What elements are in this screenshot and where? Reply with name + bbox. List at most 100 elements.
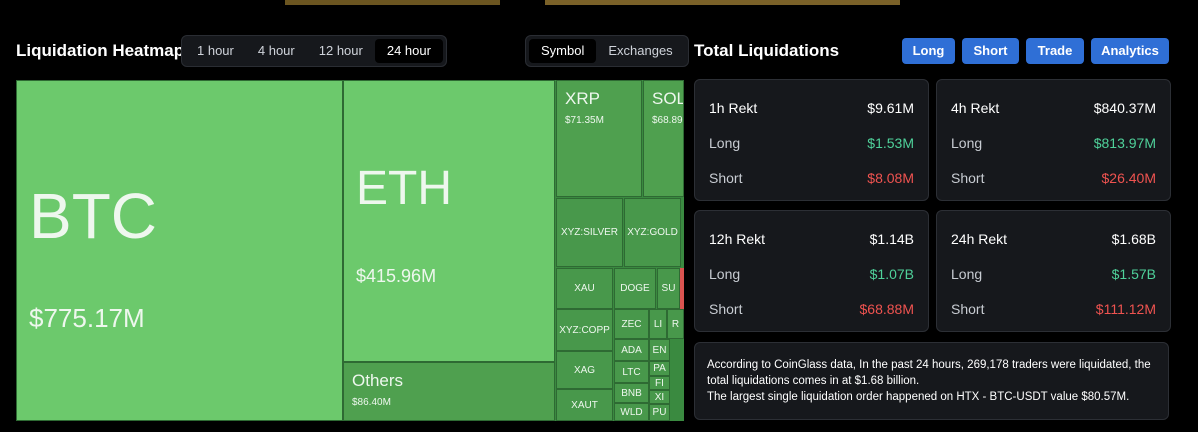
action-button[interactable]: Short (962, 38, 1019, 64)
treemap-cell[interactable]: ETH $415.96M (343, 80, 555, 362)
treemap-cell[interactable]: XYZ:GOLD (624, 198, 681, 267)
cell-label: BNB (621, 387, 642, 399)
treemap-cell[interactable]: SOL $68.89 (643, 80, 684, 197)
card-row: Long $1.57B (951, 266, 1156, 282)
cell-label: XYZ:SILVER (560, 227, 619, 238)
card-row: 12h Rekt $1.14B (709, 231, 914, 247)
cell-label: XYZ:COPP (559, 324, 610, 336)
cell-label: LI (653, 318, 663, 330)
row-label: 4h Rekt (951, 100, 1000, 116)
row-value: $68.88M (859, 301, 914, 317)
cell-label: BTC (29, 180, 157, 252)
treemap-cell[interactable]: XI (649, 390, 670, 404)
row-value: $1.57B (1111, 266, 1156, 282)
row-label: Short (709, 301, 743, 317)
treemap-cell[interactable]: LTC (614, 361, 649, 383)
row-label: Short (709, 170, 743, 186)
row-label: 24h Rekt (951, 231, 1008, 247)
card-row: Long $1.53M (709, 135, 914, 151)
cell-label: EN (652, 344, 667, 356)
treemap-cell[interactable]: BTC $775.17M (16, 80, 343, 421)
row-label: Short (951, 301, 985, 317)
treemap-cell[interactable]: LI (649, 309, 667, 339)
time-tab[interactable]: 24 hour (374, 39, 443, 63)
treemap-cell[interactable]: XRP $71.35M (556, 80, 642, 197)
cell-label: SOL (652, 89, 684, 108)
rekt-card: 24h Rekt $1.68B Long $1.57B Short $111.12M (936, 210, 1171, 332)
treemap-cell[interactable]: XAUT (556, 389, 613, 421)
cell-label: PU (652, 407, 667, 418)
card-row: Long $1.07B (709, 266, 914, 282)
banner-image (545, 0, 900, 5)
cell-label: WLD (620, 406, 643, 418)
action-button[interactable]: Analytics (1091, 38, 1169, 64)
row-value: $1.68B (1111, 231, 1156, 247)
heatmap-title: Liquidation Heatmap (16, 41, 185, 60)
row-value: $1.14B (869, 231, 914, 247)
cell-label: XAU (574, 283, 595, 294)
cell-value: $775.17M (29, 303, 145, 333)
cell-label: DOGE (620, 283, 650, 294)
rekt-card: 12h Rekt $1.14B Long $1.07B Short $68.88M (694, 210, 929, 332)
view-tab[interactable]: Exchanges (608, 43, 673, 58)
treemap-cell[interactable]: XAG (556, 351, 613, 389)
card-row: Short $8.08M (709, 170, 914, 186)
note-line: total liquidations comes in at $1.68 bil… (707, 375, 920, 387)
time-tab[interactable]: 1 hour (197, 43, 234, 58)
row-label: Long (709, 266, 741, 282)
cell-label: XYZ:GOLD (627, 227, 678, 238)
card-row: 1h Rekt $9.61M (709, 100, 914, 116)
view-tabs: Symbol Exchanges (525, 35, 689, 67)
row-value: $9.61M (867, 100, 914, 116)
row-label: 1h Rekt (709, 100, 758, 116)
cell-label: ZEC (621, 318, 642, 330)
treemap-cell[interactable]: SU (657, 268, 680, 309)
treemap-cell[interactable]: BNB (614, 383, 649, 403)
card-row: Short $26.40M (951, 170, 1156, 186)
time-tab[interactable]: 12 hour (318, 43, 363, 58)
treemap-cell[interactable]: XYZ:SILVER (556, 198, 623, 267)
cell-label: SU (661, 283, 676, 294)
rekt-card: 1h Rekt $9.61M Long $1.53M Short $8.08M (694, 79, 929, 201)
treemap-cell[interactable]: ADA (614, 339, 649, 361)
treemap-cell[interactable]: DOGE (614, 268, 656, 309)
cell-label: Others (352, 371, 404, 390)
view-tab[interactable]: Symbol (529, 39, 597, 63)
cell-label: XI (654, 391, 665, 403)
card-row: Short $68.88M (709, 301, 914, 317)
treemap-cell[interactable]: PA (649, 361, 670, 376)
note-line: The largest single liquidation order hap… (707, 391, 1130, 403)
cell-label: XRP (565, 89, 600, 108)
cell-value: $86.40M (352, 397, 391, 408)
card-row: 24h Rekt $1.68B (951, 231, 1156, 247)
cell-value: $415.96M (356, 266, 437, 286)
treemap-cell[interactable]: WLD (614, 403, 649, 421)
treemap-cell[interactable]: PU (649, 404, 670, 421)
cell-value: $68.89 (652, 115, 683, 126)
row-label: Long (951, 266, 983, 282)
time-tab[interactable]: 4 hour (257, 43, 295, 58)
cell-label: R (671, 318, 680, 330)
treemap-cell[interactable]: XAU (556, 268, 613, 309)
row-label: Long (709, 135, 741, 151)
cell-label: PA (653, 363, 666, 374)
treemap-cell[interactable]: EN (649, 339, 670, 361)
treemap-cell[interactable]: ZEC (614, 309, 649, 339)
treemap: BTC $775.17M ETH $415.96M Others $86.40M XRP $7… (16, 80, 684, 421)
treemap-cell[interactable]: XYZ:COPP (556, 309, 613, 351)
treemap-cell[interactable]: Others $86.40M (343, 362, 555, 421)
row-value: $1.07B (869, 266, 914, 282)
card-row: 4h Rekt $840.37M (951, 100, 1156, 116)
rekt-card: 4h Rekt $840.37M Long $813.97M Short $26.40M (936, 79, 1171, 201)
treemap-cell[interactable]: R (667, 309, 684, 339)
treemap-cell[interactable]: FI (649, 376, 670, 390)
cell-value: $71.35M (565, 115, 604, 126)
totals-title: Total Liquidations (694, 41, 840, 60)
time-tabs: 1 hour 4 hour 12 hour 24 hour (181, 35, 447, 67)
action-button[interactable]: Trade (1026, 38, 1084, 64)
action-button[interactable]: Long (902, 38, 955, 64)
row-value: $813.97M (1093, 135, 1156, 151)
row-value: $840.37M (1093, 100, 1156, 116)
